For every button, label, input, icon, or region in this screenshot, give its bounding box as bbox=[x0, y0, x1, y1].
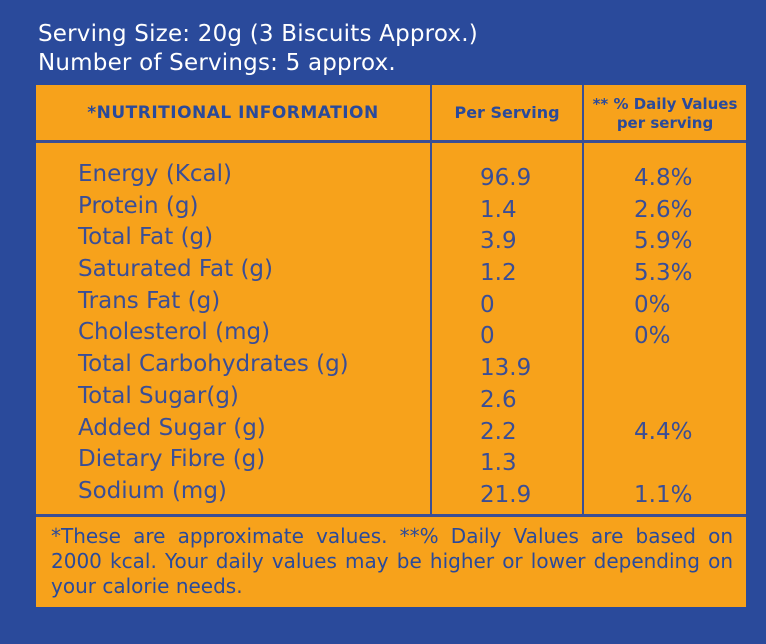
nutrient-name: Trans Fat (g) bbox=[78, 287, 221, 314]
per-serving-value: 3.9 bbox=[480, 228, 517, 255]
nutrient-name: Total Sugar(g) bbox=[78, 382, 239, 409]
daily-value bbox=[634, 385, 692, 417]
per-serving-value: 13.9 bbox=[480, 355, 532, 382]
per-serving-value: 2.2 bbox=[480, 418, 517, 445]
daily-value: 5.9% bbox=[634, 228, 693, 255]
daily-value: 4.8% bbox=[634, 165, 693, 191]
daily-value: 5.3% bbox=[634, 260, 693, 287]
header-divider bbox=[36, 140, 746, 143]
header-daily-values-line1: ** % Daily Values bbox=[592, 95, 738, 113]
footnote: *These are approximate values. **% Daily… bbox=[51, 524, 733, 598]
header-per-serving: Per Serving bbox=[454, 103, 560, 122]
per-serving-value: 0 bbox=[480, 323, 495, 350]
per-serving-column: 96.9 1.4 3.9 1.2 0 0 13.9 2.6 2.2 1.3 21… bbox=[480, 163, 531, 512]
per-serving-value: 1.2 bbox=[480, 260, 517, 287]
column-divider-2 bbox=[582, 85, 584, 516]
per-serving-value: 21.9 bbox=[480, 481, 532, 508]
per-serving-value: 0 bbox=[480, 291, 495, 318]
daily-value bbox=[634, 448, 692, 480]
header-daily-values-line2: per serving bbox=[616, 114, 714, 132]
serving-info: Serving Size: 20g (3 Biscuits Approx.) N… bbox=[38, 20, 478, 78]
per-serving-value: 1.4 bbox=[480, 196, 517, 223]
per-serving-value: 1.3 bbox=[480, 450, 517, 477]
nutrient-name: Protein (g) bbox=[78, 192, 199, 219]
daily-value: 4.4% bbox=[634, 418, 693, 445]
nutrition-table bbox=[36, 85, 746, 607]
column-divider-1 bbox=[430, 85, 432, 516]
per-serving-value: 96.9 bbox=[480, 165, 532, 191]
servings-count: Number of Servings: 5 approx. bbox=[38, 50, 396, 76]
nutrient-name: Cholesterol (mg) bbox=[78, 319, 271, 346]
nutrient-name: Sodium (mg) bbox=[78, 477, 227, 504]
per-serving-value: 2.6 bbox=[480, 386, 517, 413]
nutrient-name: Total Fat (g) bbox=[78, 224, 214, 251]
daily-value: 2.6% bbox=[634, 196, 693, 223]
daily-value: 0% bbox=[634, 323, 671, 350]
nutrient-name: Added Sugar (g) bbox=[78, 414, 266, 441]
nutrient-name: Saturated Fat (g) bbox=[78, 256, 274, 283]
daily-value: 0% bbox=[634, 291, 671, 318]
daily-value: 1.1% bbox=[634, 481, 693, 508]
daily-value bbox=[634, 353, 692, 385]
header-daily-values: ** % Daily Values per serving bbox=[584, 88, 746, 140]
nutrient-names-column: Energy (Kcal) Protein (g) Total Fat (g) … bbox=[78, 159, 349, 508]
footer-divider bbox=[36, 514, 746, 517]
nutrient-name: Total Carbohydrates (g) bbox=[78, 351, 349, 378]
daily-value-column: 4.8% 2.6% 5.9% 5.3% 0% 0% 4.4% 1.1% bbox=[634, 163, 692, 512]
nutrient-name: Energy (Kcal) bbox=[78, 161, 232, 187]
nutrient-name: Dietary Fibre (g) bbox=[78, 446, 266, 473]
header-nutritional-information: *NUTRITIONAL INFORMATION bbox=[87, 102, 379, 123]
serving-size: Serving Size: 20g (3 Biscuits Approx.) bbox=[38, 21, 478, 47]
